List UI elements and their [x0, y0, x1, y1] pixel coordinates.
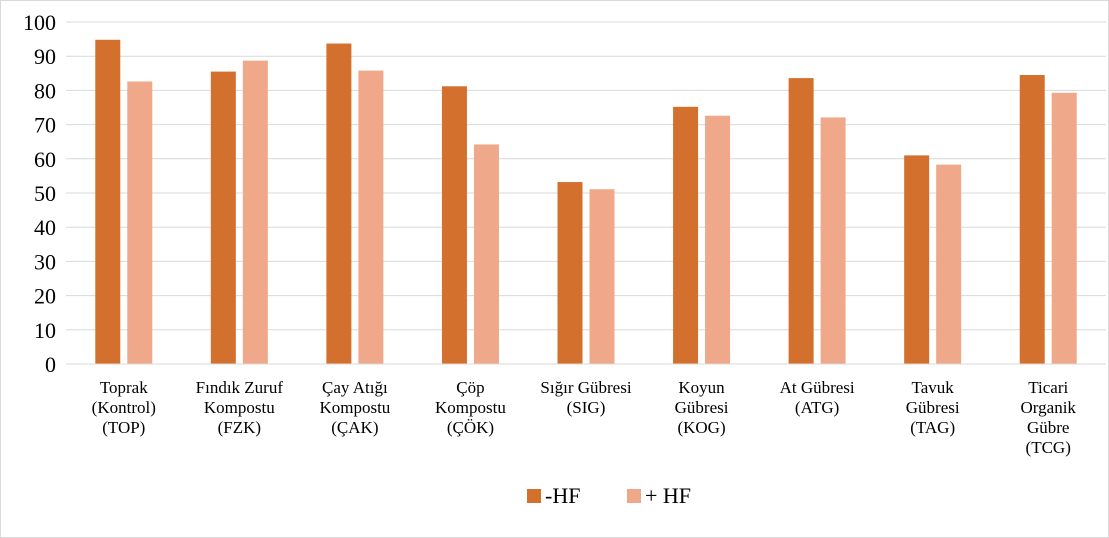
y-tick-label: 40 — [34, 215, 56, 240]
y-tick-label: 80 — [34, 78, 56, 103]
bar-plus-hf-8 — [1051, 92, 1077, 364]
x-category-label-line: (SIG) — [567, 398, 606, 417]
bar-minus-hf-7 — [904, 155, 930, 364]
y-tick-label: 50 — [34, 181, 56, 206]
y-tick-label: 70 — [34, 113, 56, 138]
bar-plus-hf-3 — [473, 144, 499, 364]
bar-minus-hf-8 — [1019, 75, 1045, 364]
bar-plus-hf-2 — [358, 70, 384, 365]
x-category-label: Toprak (Kontrol) (TOP) — [92, 378, 156, 437]
bar-plus-hf-1 — [242, 60, 268, 365]
x-category-label-line: Koyun — [678, 378, 725, 397]
x-category-label-line: Gübresi — [906, 398, 960, 417]
y-tick-label: 0 — [45, 352, 56, 377]
bar-minus-hf-3 — [441, 86, 467, 365]
bar-minus-hf-1 — [210, 71, 236, 364]
y-tick-label: 20 — [34, 284, 56, 309]
x-category-label-line: (ÇAK) — [331, 418, 378, 437]
bar-plus-hf-5 — [705, 115, 731, 364]
gridlines — [66, 21, 1106, 331]
x-category-label: At Gübresi (ATG) — [780, 378, 855, 417]
bar-minus-hf-2 — [326, 43, 352, 365]
x-category-label-line: At Gübresi — [780, 378, 855, 397]
bar-minus-hf-4 — [557, 182, 583, 364]
x-category-label: Çöp Kompostu (ÇÖK) — [435, 378, 506, 437]
bars — [95, 39, 1077, 365]
bar-minus-hf-0 — [95, 39, 121, 365]
x-category-label-line: Kompostu — [319, 398, 390, 417]
bar-plus-hf-6 — [820, 117, 846, 364]
legend-label-minus-hf: -HF — [545, 483, 580, 508]
legend: -HF + HF — [527, 483, 691, 508]
bar-plus-hf-4 — [589, 189, 615, 364]
y-tick-label: 30 — [34, 249, 56, 274]
x-category-label-line: Organik — [1021, 398, 1077, 417]
x-category-label-line: (TAG) — [910, 418, 955, 437]
x-category-label-line: Gübre — [1027, 418, 1069, 437]
x-category-label-line: Kompostu — [435, 398, 506, 417]
legend-label-plus-hf: + HF — [645, 483, 691, 508]
y-axis-ticks: 0 10 20 30 40 50 60 70 80 90 100 — [23, 10, 56, 377]
x-category-label: Koyun Gübresi (KOG) — [675, 378, 729, 437]
y-tick-label: 60 — [34, 147, 56, 172]
x-category-label-line: (TCG) — [1026, 438, 1071, 457]
legend-swatch-minus-hf — [527, 489, 541, 503]
x-category-label-line: Fındık Zuruf — [196, 378, 284, 397]
x-category-label: Sığır Gübresi (SIG) — [540, 378, 631, 417]
x-category-label-line: Ticari — [1028, 378, 1068, 397]
x-category-label: Tavuk Gübresi (TAG) — [906, 378, 960, 437]
x-category-label: Fındık Zuruf Kompostu (FZK) — [196, 378, 284, 437]
legend-swatch-plus-hf — [627, 489, 641, 503]
x-category-label-line: Tavuk — [912, 378, 955, 397]
x-category-label-line: (TOP) — [102, 418, 145, 437]
bar-plus-hf-0 — [127, 81, 153, 365]
y-tick-label: 90 — [34, 44, 56, 69]
y-tick-label: 100 — [23, 10, 56, 35]
x-category-label-line: (Kontrol) — [92, 398, 156, 417]
x-category-label-line: (KOG) — [677, 418, 725, 437]
x-category-label: Çay Atığı Kompostu (ÇAK) — [319, 378, 390, 437]
x-category-label-line: (ÇÖK) — [447, 418, 494, 437]
x-category-label-line: Gübresi — [675, 398, 729, 417]
x-category-label-line: Toprak — [100, 378, 148, 397]
y-tick-label: 10 — [34, 318, 56, 343]
x-category-label-line: Kompostu — [204, 398, 275, 417]
bar-minus-hf-5 — [673, 106, 699, 364]
bar-plus-hf-7 — [936, 164, 962, 364]
x-category-label: Ticari Organik Gübre (TCG) — [1021, 378, 1077, 457]
x-category-label-line: (FZK) — [218, 418, 261, 437]
x-category-label-line: Çay Atığı — [322, 378, 388, 397]
x-category-label-line: Çöp — [456, 378, 484, 397]
x-category-label-line: Sığır Gübresi — [540, 378, 631, 397]
bar-minus-hf-6 — [788, 78, 814, 364]
x-category-label-line: (ATG) — [795, 398, 839, 417]
x-axis-labels: Toprak (Kontrol) (TOP)Fındık Zuruf Kompostu… — [92, 378, 1077, 457]
